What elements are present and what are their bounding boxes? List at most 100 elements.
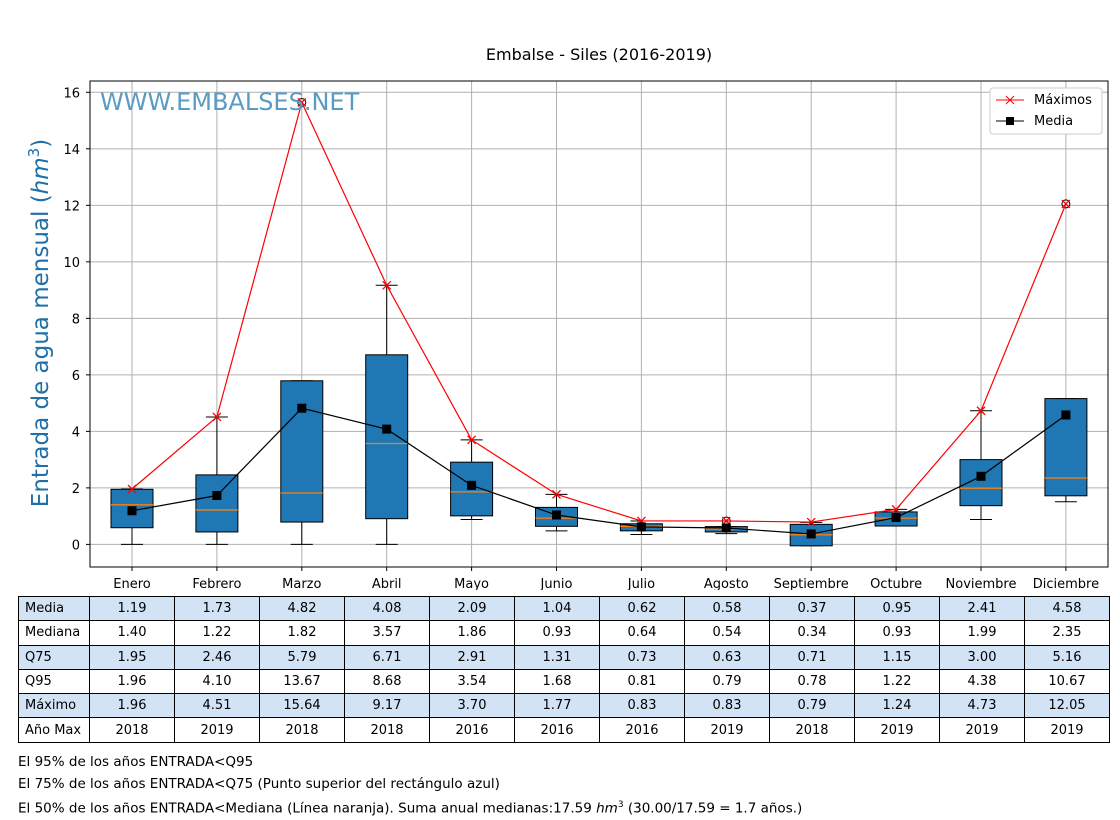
table-cell: 0.95 [854,595,940,622]
table-cell: 2019 [854,717,940,743]
table-cell: 2016 [429,717,515,743]
media-point [976,471,986,481]
boxplot-chart: Embalse - Siles (2016-2019) 0 2 4 6 8 10 12 14 1… [25,45,1109,590]
media-point [467,480,477,490]
y-tick-label: 4 [72,425,80,440]
chart-title: Embalse - Siles (2016-2019) [486,45,712,64]
y-tick-label: 16 [63,86,80,101]
media-point [636,522,646,532]
media-point [212,491,222,501]
table-cell: 5.79 [259,644,345,670]
y-tick-label: 6 [72,369,80,384]
maximos-point [467,435,477,445]
box [959,459,1003,507]
table-cell: 0.58 [684,595,770,622]
table-cell: 4.08 [344,595,430,622]
legend: Máximos Media [989,87,1103,135]
media-point [297,403,307,413]
media-point [552,510,561,520]
table-cell: 1.68 [514,668,600,695]
maximos-point [552,489,561,499]
table-cell: 1.82 [259,620,345,646]
note-median: El 50% de los años ENTRADA<Mediana (Líne… [18,800,803,817]
x-tick-label: Septiembre [774,577,849,590]
table-cell: 2.91 [429,644,515,670]
table-cell: 4.10 [174,668,260,695]
legend-media: Media [1034,114,1073,129]
y-tick-label: 8 [72,312,80,327]
y-axis-label: Entrada de agua mensual (hm3) [25,139,54,507]
table-cell: 1.19 [89,595,175,622]
media-point [806,529,816,539]
y-tick-label: 12 [63,199,80,214]
x-tick-label: Octubre [870,577,922,590]
maximos-point [976,406,986,416]
table-cell: 15.64 [259,693,345,719]
maximos-point [891,504,901,514]
table-cell: 0.73 [599,644,685,670]
table-cell: 0.37 [769,595,855,622]
x-tick-label: Febrero [192,577,241,590]
box [280,380,324,523]
boxes [110,97,1088,547]
table-cell: 1.96 [89,693,175,719]
legend-maximos: Máximos [1034,93,1092,108]
media-point [127,506,137,516]
table-cell: 2019 [939,717,1025,743]
outlier-point [1061,199,1071,209]
table-cell: 0.54 [684,620,770,646]
row-label: Año Max [18,717,90,743]
table-cell: 4.38 [939,668,1025,695]
table-cell: 1.77 [514,693,600,719]
table-cell: 2.35 [1024,620,1110,646]
table-cell: 0.34 [769,620,855,646]
table-cell: 0.81 [599,668,685,695]
maximos-point [1061,199,1071,209]
y-tick-label: 14 [63,143,80,158]
y-tick-label: 2 [72,482,80,497]
table-cell: 4.73 [939,693,1025,719]
table-cell: 3.54 [429,668,515,695]
box [195,474,239,533]
table-cell: 1.15 [854,644,940,670]
y-tick-label: 10 [63,256,80,271]
x-tick-label: Diciembre [1033,577,1099,590]
row-label: Q95 [18,668,90,695]
table-cell: 6.71 [344,644,430,670]
note-q75: El 75% de los años ENTRADA<Q75 (Punto su… [18,775,500,792]
note-q95: El 95% de los años ENTRADA<Q95 [18,754,254,770]
table-cell: 0.64 [599,620,685,646]
table-cell: 8.68 [344,668,430,695]
box [365,354,409,520]
table-cell: 1.73 [174,595,260,622]
table-cell: 0.63 [684,644,770,670]
x-axis: Enero Febrero Marzo Abril Mayo Junio Julio Agos… [113,567,1099,590]
media-point [891,513,901,523]
table-cell: 3.57 [344,620,430,646]
media-point [721,523,731,533]
media-line [131,407,1067,535]
stats-table: Media 1.19 1.73 4.82 4.08 2.09 1.04 0.62 0.58 0.3… [18,595,1110,743]
table-cell: 1.31 [514,644,600,670]
box [1044,398,1088,497]
table-row: Mediana 1.40 1.22 1.82 3.57 1.86 0.93 0.64 0.54 0… [18,620,1110,646]
maximos-point [297,98,307,107]
table-cell: 3.70 [429,693,515,719]
x-tick-label: Julio [627,577,655,590]
x-tick-label: Noviembre [946,577,1017,590]
table-cell: 12.05 [1024,693,1110,719]
table-cell: 2019 [1024,717,1110,743]
table-cell: 13.67 [259,668,345,695]
x-tick-label: Enero [113,577,151,590]
table-cell: 0.93 [514,620,600,646]
table-cell: 0.93 [854,620,940,646]
table-cell: 1.22 [854,668,940,695]
watermark: WWW.EMBALSES.NET [100,88,360,116]
table-cell: 2018 [769,717,855,743]
media-point [1061,410,1071,420]
y-axis: 0 2 4 6 8 10 12 14 16 [63,86,90,553]
table-cell: 1.86 [429,620,515,646]
row-label: Mediana [18,620,90,646]
row-label: Media [18,595,90,622]
table-cell: 4.58 [1024,595,1110,622]
